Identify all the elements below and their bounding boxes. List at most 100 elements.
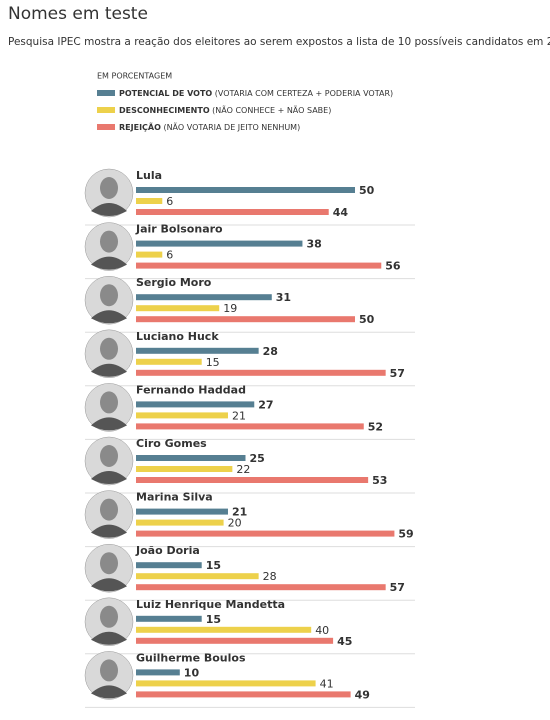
category-label: Guilherme Boulos xyxy=(136,651,246,664)
legend-swatch xyxy=(97,124,115,130)
category-label: Luciano Huck xyxy=(136,330,219,343)
chart-title: Nomes em teste xyxy=(8,4,148,24)
bar xyxy=(136,669,180,676)
category-label: João Doria xyxy=(135,544,200,557)
value-label: 40 xyxy=(315,624,329,637)
value-label: 10 xyxy=(184,666,200,679)
portrait-head xyxy=(100,230,118,253)
value-label: 6 xyxy=(166,195,173,208)
bar xyxy=(136,530,395,537)
value-label: 53 xyxy=(372,474,387,487)
legend-swatch xyxy=(97,90,115,96)
bar xyxy=(136,423,364,430)
legend-title: EM PORCENTAGEM xyxy=(97,72,172,81)
value-label: 52 xyxy=(368,420,383,433)
bar xyxy=(136,347,259,354)
bar xyxy=(136,240,303,247)
bar xyxy=(136,508,228,515)
bar xyxy=(136,519,224,526)
legend-label: REJEIÇÃO (NÃO VOTARIA DE JEITO NENHUM) xyxy=(119,122,300,132)
portrait-body xyxy=(91,685,127,699)
bar xyxy=(136,262,382,269)
value-label: 21 xyxy=(232,409,246,422)
bar xyxy=(136,209,329,215)
value-label: 41 xyxy=(320,677,334,690)
value-label: 50 xyxy=(359,313,375,326)
bar xyxy=(136,626,312,633)
bar xyxy=(136,637,334,644)
portrait-body xyxy=(91,471,127,484)
value-label: 20 xyxy=(228,517,242,530)
portrait-head xyxy=(100,284,118,307)
portrait-body xyxy=(91,524,127,538)
bar xyxy=(136,316,355,323)
value-label: 19 xyxy=(223,302,237,315)
bar xyxy=(136,466,233,472)
bar xyxy=(136,305,220,312)
portrait-body xyxy=(91,203,127,216)
value-label: 57 xyxy=(390,581,405,594)
value-label: 21 xyxy=(232,506,247,519)
legend-name: POTENCIAL DE VOTO xyxy=(119,89,212,98)
legend-name: REJEIÇÃO xyxy=(119,122,161,132)
value-label: 45 xyxy=(337,635,352,648)
bar xyxy=(136,412,228,419)
bar xyxy=(136,455,246,461)
portrait-head xyxy=(100,659,118,682)
legend-note: (NÃO CONHECE + NÃO SABE) xyxy=(212,105,331,115)
portrait-body xyxy=(91,310,127,324)
legend-swatch xyxy=(97,107,115,113)
legend-label: POTENCIAL DE VOTO (VOTARIA COM CERTEZA +… xyxy=(119,89,393,98)
category-label: Lula xyxy=(136,169,162,182)
category-label: Fernando Haddad xyxy=(136,383,246,396)
legend-name: DESCONHECIMENTO xyxy=(119,106,210,115)
value-label: 50 xyxy=(359,184,375,197)
bar xyxy=(136,573,259,580)
bar xyxy=(136,187,355,193)
portrait-head xyxy=(100,605,118,628)
value-label: 57 xyxy=(390,367,405,380)
category-label: Ciro Gomes xyxy=(136,437,207,450)
portrait-head xyxy=(100,498,118,521)
value-label: 56 xyxy=(385,260,401,273)
chart-subtitle: Pesquisa IPEC mostra a reação dos eleito… xyxy=(8,36,550,48)
value-label: 15 xyxy=(206,559,221,572)
portrait-head xyxy=(100,177,118,199)
category-label: Luiz Henrique Mandetta xyxy=(136,598,285,611)
category-label: Sergio Moro xyxy=(136,276,212,289)
portrait-body xyxy=(91,578,127,592)
value-label: 38 xyxy=(306,238,321,251)
portrait-body xyxy=(91,363,127,377)
bar xyxy=(136,401,255,408)
bar xyxy=(136,294,272,301)
value-label: 15 xyxy=(206,613,221,626)
bar xyxy=(136,615,202,622)
portrait-head xyxy=(100,445,118,467)
bar xyxy=(136,251,163,258)
bar xyxy=(136,691,351,698)
portrait-body xyxy=(91,256,127,270)
bar xyxy=(136,198,163,204)
category-label: Marina Silva xyxy=(136,491,213,504)
legend-note: (VOTARIA COM CERTEZA + PODERIA VOTAR) xyxy=(215,89,393,98)
bar xyxy=(136,369,386,376)
value-label: 49 xyxy=(355,688,370,701)
value-label: 27 xyxy=(258,398,273,411)
value-label: 31 xyxy=(276,291,291,304)
value-label: 28 xyxy=(263,570,277,583)
legend-label: DESCONHECIMENTO (NÃO CONHECE + NÃO SABE) xyxy=(119,105,331,115)
bar xyxy=(136,562,202,569)
legend-note: (NÃO VOTARIA DE JEITO NENHUM) xyxy=(163,122,300,132)
value-label: 15 xyxy=(206,356,220,369)
bar xyxy=(136,584,386,591)
bar xyxy=(136,358,202,365)
value-label: 44 xyxy=(333,206,349,219)
portrait-head xyxy=(100,391,118,414)
portrait-body xyxy=(91,631,127,645)
value-label: 6 xyxy=(166,249,173,262)
value-label: 22 xyxy=(236,463,250,476)
bar xyxy=(136,477,369,483)
category-label: Jair Bolsonaro xyxy=(135,223,223,236)
bar xyxy=(136,680,316,687)
